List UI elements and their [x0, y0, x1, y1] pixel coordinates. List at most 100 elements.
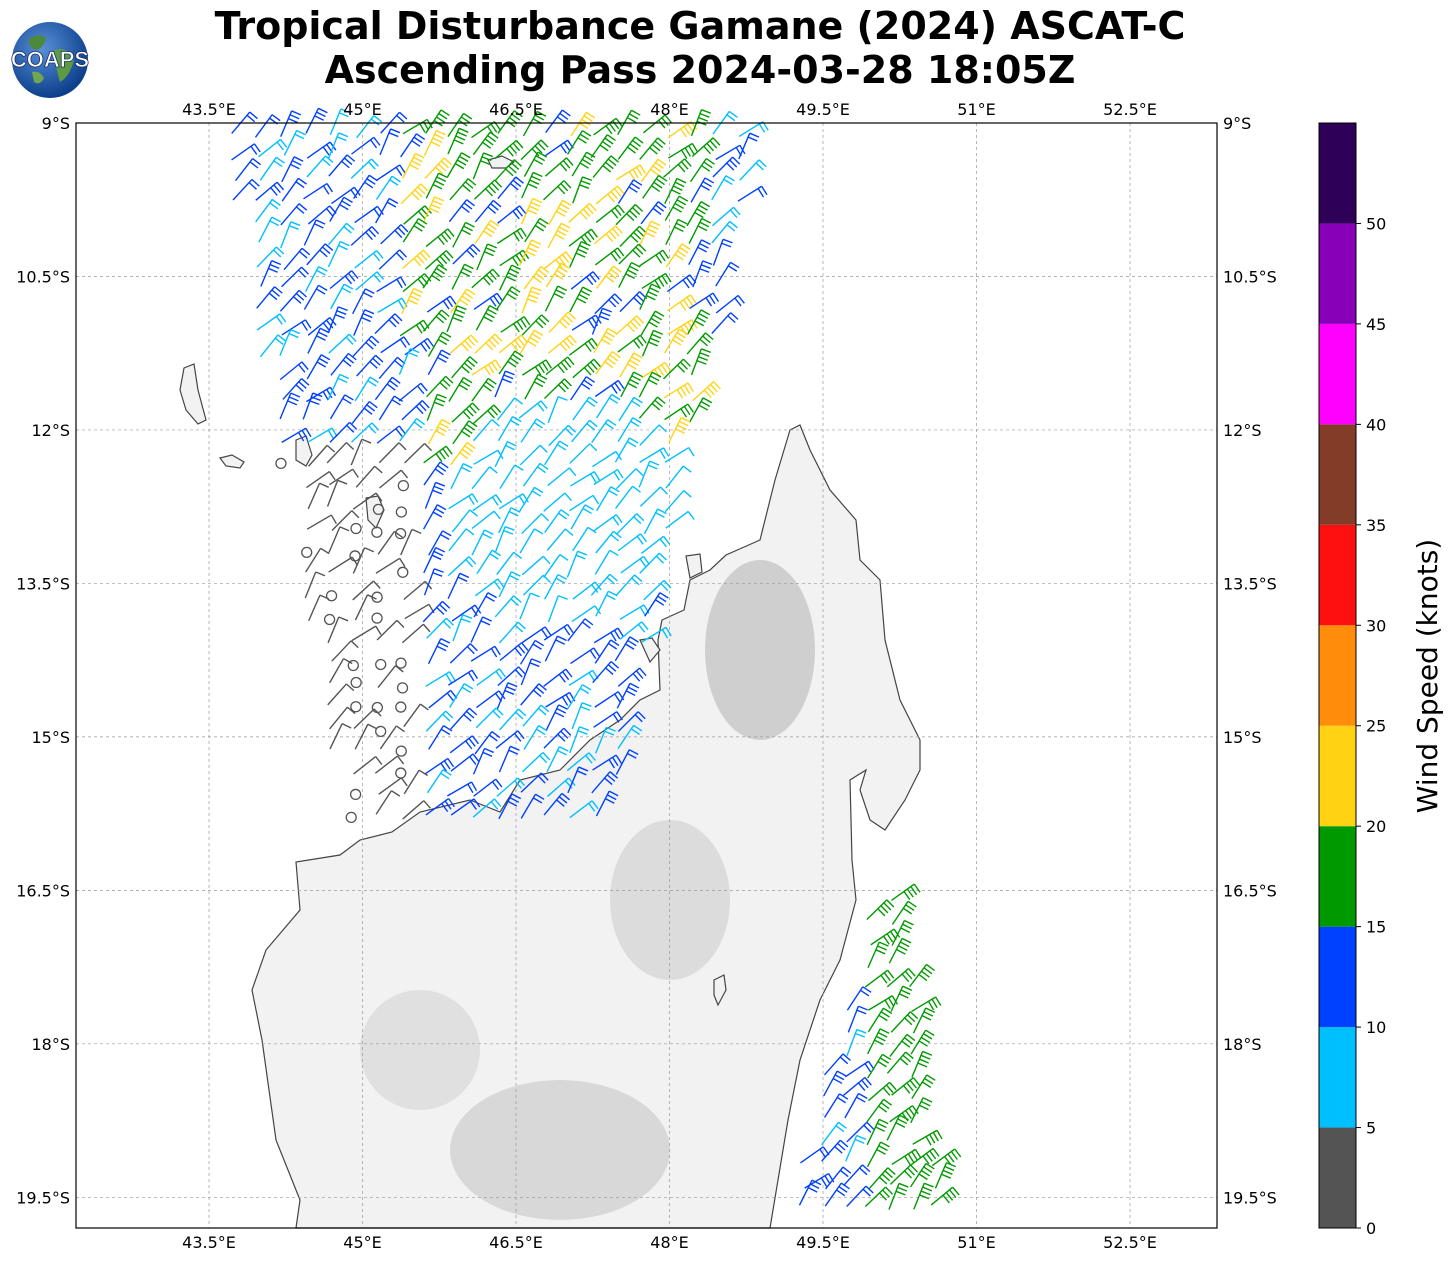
wind-barb: [864, 969, 895, 988]
colorbar-bins: [1318, 122, 1357, 1229]
wind-barb: [640, 158, 667, 183]
lon-tick-label: 48°E: [650, 100, 688, 119]
wind-barb: [572, 358, 601, 379]
colorbar-frame: [1318, 122, 1357, 1229]
wind-barb: [471, 529, 494, 556]
wind-barb: [547, 467, 577, 487]
wind-barb: [472, 152, 494, 180]
wind-barb: [643, 508, 667, 535]
lon-tick-label: 49.5°E: [796, 100, 850, 119]
wind-barb: [544, 635, 567, 662]
wind-barb: [498, 571, 521, 598]
wind-barb: [545, 356, 575, 376]
wind-barb: [543, 727, 572, 749]
wind-barb: [664, 328, 689, 354]
wind-barb: [427, 638, 451, 665]
wind-barb: [474, 199, 502, 223]
wind-barb: [403, 769, 428, 795]
wind-barb: [473, 778, 503, 797]
wind-barb: [521, 286, 542, 314]
wind-barb: [395, 657, 407, 669]
wind-barb: [304, 266, 328, 292]
wind-barb: [449, 334, 479, 355]
wind-barb: [594, 247, 625, 266]
wind-barb: [668, 142, 699, 159]
colorbar-bin: [1319, 424, 1356, 525]
wind-barb: [401, 287, 423, 315]
colorbar-bin: [1319, 524, 1356, 626]
wind-barb: [890, 1011, 919, 1033]
wind-barb: [891, 1077, 921, 1096]
wind-barb: [401, 249, 431, 270]
wind-barb: [615, 468, 644, 490]
wind-barb: [543, 792, 571, 816]
wind-barb: [496, 551, 523, 575]
wind-barb: [446, 152, 471, 178]
wind-barb: [593, 514, 623, 532]
wind-barb: [375, 725, 387, 738]
wind-barb: [595, 530, 622, 554]
wind-barb: [543, 378, 572, 400]
wind-barb: [911, 1074, 936, 1099]
wind-barb: [691, 137, 721, 158]
wind-barb: [472, 404, 502, 425]
wind-barb: [425, 228, 455, 248]
mountain-shade: [360, 990, 480, 1110]
wind-barb: [351, 400, 378, 425]
wind-barb: [349, 788, 362, 801]
wind-barb: [427, 331, 452, 357]
wind-barb: [423, 461, 449, 486]
colorbar-tick-label: 25: [1366, 717, 1386, 736]
wind-barb: [354, 376, 379, 402]
wind-barb: [566, 130, 592, 155]
wind-barb: [353, 309, 375, 336]
wind-barb: [327, 373, 350, 401]
lat-tick-label: 9°S: [1223, 114, 1251, 133]
colorbar-tick-label: 35: [1366, 516, 1386, 535]
wind-barb: [519, 639, 545, 665]
wind-barb: [616, 682, 640, 709]
colorbar-bin: [1319, 826, 1356, 927]
wind-barb: [866, 1028, 890, 1055]
wind-barb: [617, 724, 643, 750]
wind-barb: [891, 883, 921, 901]
island: [713, 974, 727, 1007]
wind-barb: [888, 937, 912, 964]
wind-barb: [376, 619, 405, 641]
wind-barb: [571, 419, 598, 443]
wind-barb: [449, 683, 474, 708]
wind-barb: [912, 1129, 943, 1146]
lat-tick-label: 16.5°S: [16, 881, 70, 900]
wind-barb: [450, 798, 481, 816]
wind-barb: [824, 1182, 850, 1207]
wind-barb: [376, 425, 406, 444]
wind-barb: [422, 196, 444, 223]
wind-barb: [617, 667, 647, 687]
wind-barb: [279, 392, 301, 420]
wind-barb: [427, 418, 451, 445]
wind-barb: [375, 557, 406, 574]
wind-barb: [595, 185, 625, 205]
wind-barb: [521, 314, 550, 336]
wind-barb: [543, 553, 569, 578]
wind-barb: [712, 156, 741, 178]
wind-barb: [258, 138, 288, 158]
wind-barb: [330, 352, 357, 376]
wind-barb: [844, 1092, 868, 1119]
wind-barb: [471, 466, 498, 490]
wind-barb: [356, 115, 383, 139]
wind-barb: [308, 594, 330, 622]
wind-barb: [846, 1028, 867, 1057]
wind-barb: [546, 746, 569, 773]
wind-barb: [328, 154, 356, 177]
wind-barb: [473, 592, 497, 618]
lon-tick-label: 52.5°E: [1103, 1233, 1157, 1252]
wind-barb: [283, 247, 311, 271]
wind-barb: [306, 155, 334, 178]
wind-barb: [566, 550, 588, 578]
wind-barb: [543, 251, 573, 270]
wind-barb: [522, 752, 551, 773]
wind-barb: [452, 243, 481, 265]
land-layer: [179, 155, 921, 1229]
wind-barb: [450, 753, 480, 772]
